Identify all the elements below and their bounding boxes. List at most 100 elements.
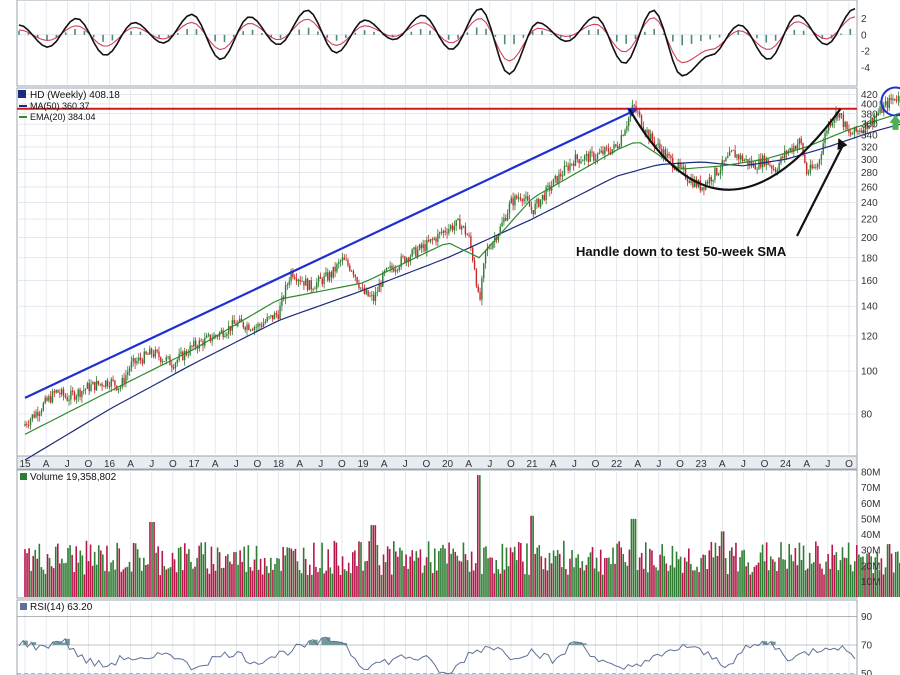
price-candle-body: [468, 235, 470, 237]
volume-bar: [446, 563, 448, 597]
price-y-tick: 320: [861, 142, 878, 153]
volume-bar: [669, 565, 672, 597]
price-candle-body: [739, 155, 742, 160]
price-candle-body: [49, 396, 52, 403]
price-candle-body: [383, 270, 386, 273]
volume-bar: [354, 550, 356, 597]
price-candle-body: [488, 247, 490, 249]
volume-bar: [403, 566, 405, 597]
price-candle-body: [833, 119, 835, 123]
volume-bar: [610, 564, 612, 597]
volume-bar: [411, 550, 414, 597]
volume-bar: [673, 567, 676, 597]
macd-histogram-bar: [569, 34, 571, 39]
macd-histogram-bar: [111, 34, 114, 41]
macd-histogram-bar: [214, 34, 216, 42]
volume-bar: [462, 542, 465, 597]
volume-bar: [792, 561, 795, 597]
price-candle-body: [816, 164, 819, 168]
macd-histogram-bar: [653, 28, 655, 35]
price-candle-body: [677, 162, 679, 170]
volume-bar: [599, 549, 602, 597]
volume-bar: [794, 547, 797, 597]
volume-bar: [778, 557, 780, 597]
macd-histogram-bar: [363, 30, 366, 35]
price-candle-body: [398, 266, 401, 270]
price-candle-body: [90, 384, 92, 391]
volume-bar: [856, 545, 858, 597]
volume-bar: [554, 555, 557, 597]
price-candle-body: [352, 271, 355, 275]
volume-bar: [577, 554, 579, 597]
price-candle-body: [466, 234, 468, 236]
volume-bar: [173, 559, 176, 597]
price-candle-body: [796, 144, 799, 150]
volume-bar: [804, 570, 807, 597]
volume-bar: [815, 541, 817, 597]
price-candle-body: [270, 315, 272, 317]
price-candle-body: [508, 203, 511, 214]
price-candle-body: [725, 157, 727, 162]
volume-bar: [417, 557, 420, 597]
price-candle-body: [292, 270, 294, 278]
price-candle-body: [405, 258, 408, 263]
volume-bar: [460, 561, 463, 597]
volume-bar: [413, 560, 416, 597]
volume-bar: [216, 547, 219, 597]
price-candle-body: [815, 166, 817, 168]
price-candle-body: [534, 203, 536, 214]
price-candle-body: [578, 159, 580, 164]
volume-bar: [825, 561, 827, 597]
price-layer: [24, 91, 900, 461]
price-candle-body: [673, 168, 676, 170]
price-candle-body: [547, 185, 549, 187]
price-candle-body: [149, 348, 151, 355]
volume-bar: [83, 574, 86, 597]
price-candle-body: [294, 277, 296, 279]
price-candle-body: [892, 98, 894, 101]
price-candle-body: [409, 256, 412, 262]
price-candle-body: [895, 100, 898, 102]
volume-bar: [563, 540, 565, 597]
price-candle-body: [646, 129, 648, 133]
volume-bar: [517, 542, 520, 597]
volume-bar: [52, 568, 55, 597]
price-candle-body: [415, 247, 417, 257]
volume-bar: [833, 554, 836, 597]
volume-bar: [753, 566, 756, 597]
price-candle-body: [393, 268, 395, 272]
price-candle-body: [459, 218, 461, 230]
volume-bar: [474, 563, 477, 597]
x-tick-label: A: [550, 459, 557, 470]
price-candle-body: [798, 138, 801, 145]
price-candle-body: [286, 284, 289, 286]
volume-bar: [167, 568, 170, 597]
price-candle-body: [79, 389, 81, 398]
price-candle-body: [793, 146, 795, 152]
price-candle-body: [602, 150, 604, 155]
price-candle-body: [101, 383, 103, 387]
volume-bar: [817, 545, 819, 597]
price-candle-body: [358, 283, 360, 289]
price-candle-body: [618, 145, 621, 149]
price-candle-body: [127, 371, 129, 376]
volume-bar: [108, 571, 110, 597]
x-tick-label: J: [741, 459, 746, 470]
price-candle-body: [527, 196, 529, 201]
price-candle-body: [114, 380, 116, 386]
volume-bar: [499, 573, 502, 597]
price-candle-body: [626, 125, 628, 131]
macd-histogram-bar: [279, 34, 282, 39]
price-candle-body: [136, 360, 138, 364]
volume-swatch: [20, 473, 27, 480]
volume-bar: [849, 564, 852, 597]
price-candle-body: [363, 288, 366, 294]
volume-bar: [558, 553, 561, 597]
price-candle-body: [543, 194, 545, 201]
price-candle-body: [611, 149, 613, 154]
price-candle-body: [650, 133, 652, 140]
macd-histogram-bar: [74, 28, 76, 35]
volume-bar: [384, 562, 387, 597]
price-candle-body: [477, 286, 479, 292]
macd-histogram-bar: [718, 34, 721, 38]
